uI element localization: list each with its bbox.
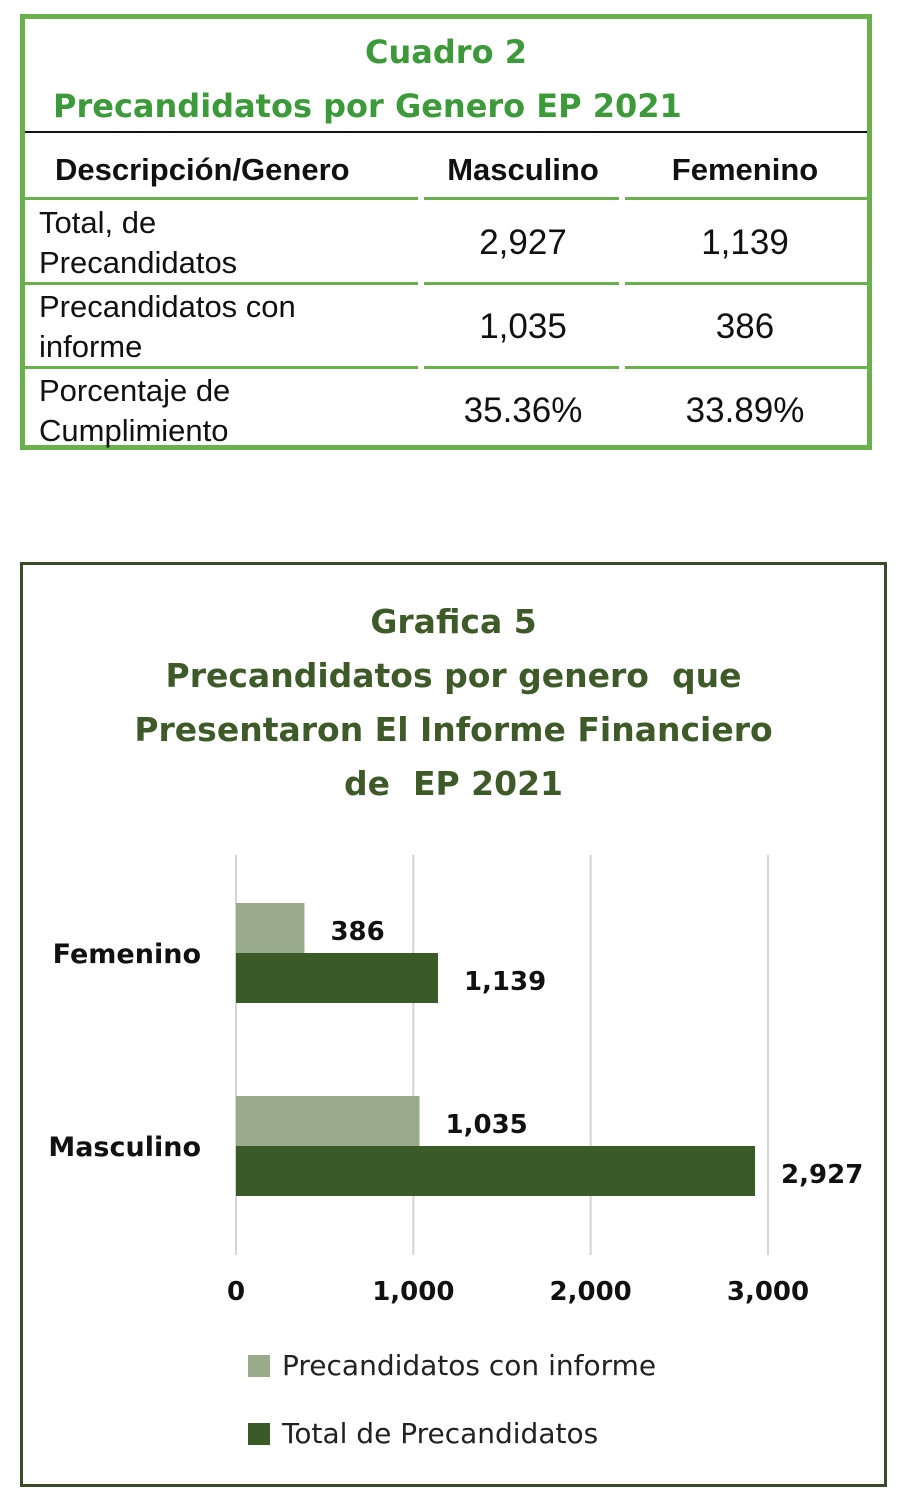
- row-label-total: Total, de Precandidatos: [39, 203, 419, 283]
- chart-title-line: de EP 2021: [343, 764, 564, 803]
- bar-plot: 0 1,000 2,000 3,000 Femenino 386 1,139 Masculin…: [48, 855, 863, 1307]
- cell-informe-femenino: 386: [715, 307, 775, 346]
- row-label-line: Total, de: [39, 205, 157, 240]
- row-divider: [25, 282, 867, 285]
- header-masculino: Masculino: [447, 152, 599, 187]
- data-label: 1,035: [446, 1110, 528, 1140]
- header-femenino: Femenino: [671, 152, 819, 187]
- legend-item-total: Total de Precandidatos: [248, 1417, 598, 1450]
- row-label-line: informe: [39, 329, 143, 364]
- bar-total: [236, 1146, 756, 1196]
- data-label: 386: [330, 917, 384, 947]
- table-subtitle: Precandidatos por Genero EP 2021: [53, 87, 682, 125]
- x-tick-label: 1,000: [372, 1277, 454, 1307]
- bar-con-informe: [236, 1096, 420, 1146]
- row-label-line: Precandidatos: [39, 245, 238, 280]
- column-gap: [418, 197, 424, 372]
- legend-swatch: [248, 1422, 270, 1445]
- cell-porcentaje-femenino: 33.89%: [685, 391, 805, 430]
- row-label-con-informe: Precandidatos con informe: [39, 287, 419, 367]
- x-tick-label: 3,000: [727, 1277, 809, 1307]
- x-tick-label: 0: [227, 1277, 245, 1307]
- category-label: Femenino: [53, 939, 201, 970]
- row-label-porcentaje: Porcentaje de Cumplimiento: [39, 371, 419, 451]
- cell-informe-masculino: 1,035: [479, 307, 567, 346]
- column-gap: [619, 197, 625, 372]
- data-label: 1,139: [464, 967, 546, 997]
- cell-total-masculino: 2,927: [479, 223, 567, 262]
- chart-container: Grafica 5 Precandidatos por genero que P…: [20, 562, 887, 1487]
- row-label-line: Precandidatos con: [39, 289, 296, 324]
- legend-swatch: [248, 1354, 270, 1377]
- bar-con-informe: [236, 903, 305, 953]
- table-title: Cuadro 2: [365, 33, 527, 71]
- row-divider: [25, 197, 867, 200]
- title-divider: [25, 131, 867, 133]
- chart-title: Grafica 5 Precandidatos por genero que P…: [23, 595, 884, 811]
- row-label-line: Porcentaje de: [39, 373, 231, 408]
- data-table: Cuadro 2 Precandidatos por Genero EP 202…: [20, 14, 872, 450]
- row-label-line: Cumplimiento: [39, 413, 229, 448]
- legend-item-informe: Precandidatos con informe: [248, 1349, 656, 1382]
- bar-total: [236, 953, 438, 1003]
- header-descripcion: Descripción/Genero: [55, 152, 350, 187]
- category-label: Masculino: [48, 1132, 201, 1163]
- chart-title-line: Grafica 5: [370, 602, 537, 641]
- data-label: 2,927: [781, 1160, 863, 1190]
- row-divider: [25, 366, 867, 369]
- legend-label: Precandidatos con informe: [282, 1349, 657, 1382]
- cell-porcentaje-masculino: 35.36%: [463, 391, 583, 430]
- chart-title-line: Presentaron El Informe Financiero: [134, 710, 773, 749]
- x-tick-label: 2,000: [550, 1277, 632, 1307]
- legend-label: Total de Precandidatos: [282, 1417, 599, 1450]
- chart-title-line: Precandidatos por genero que: [165, 656, 742, 695]
- cell-total-femenino: 1,139: [701, 223, 789, 262]
